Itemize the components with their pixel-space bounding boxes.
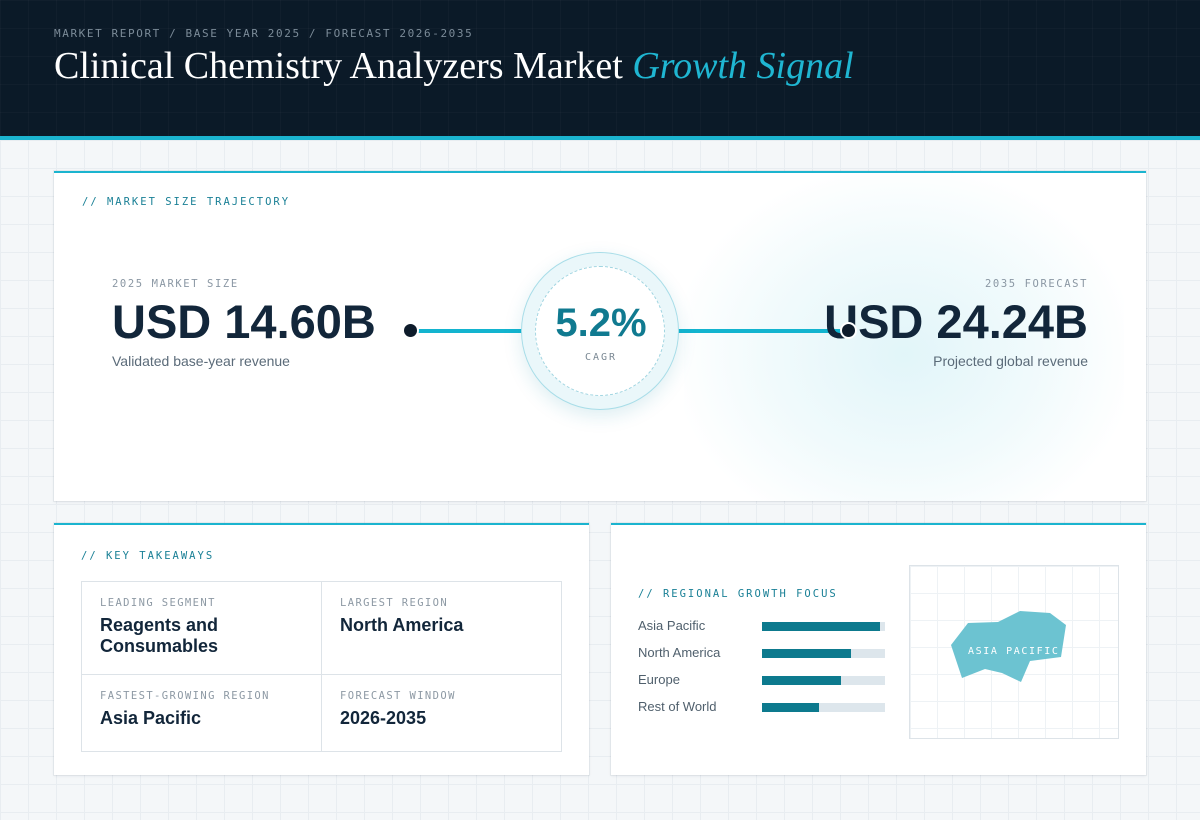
region-bar-track bbox=[762, 703, 885, 712]
base-point bbox=[402, 322, 419, 339]
section-label: // MARKET SIZE TRAJECTORY bbox=[82, 196, 291, 208]
takeaway-value: Reagents and Consumables bbox=[100, 615, 219, 656]
takeaway-value: North America bbox=[340, 615, 464, 635]
cagr-badge: 5.2% CAGR bbox=[521, 252, 679, 410]
region-bar-row: North America bbox=[638, 645, 888, 663]
takeaway-largest-region: LARGEST REGION North America bbox=[322, 582, 561, 674]
region-name: North America bbox=[638, 645, 721, 660]
region-name: Europe bbox=[638, 672, 680, 687]
base-year-value: USD 14.60B bbox=[112, 295, 376, 348]
section-label: // REGIONAL GROWTH FOCUS bbox=[638, 588, 838, 600]
market-size-trajectory-card: // MARKET SIZE TRAJECTORY 2025 MARKET SI… bbox=[54, 171, 1146, 501]
grid-divider-vertical bbox=[321, 582, 322, 751]
base-year-note: Validated base-year revenue bbox=[112, 353, 290, 369]
region-bar-fill bbox=[762, 622, 881, 631]
takeaway-label: LARGEST REGION bbox=[340, 597, 449, 609]
region-map: ASIA PACIFIC bbox=[909, 565, 1119, 739]
region-bar-fill bbox=[762, 676, 841, 685]
page-title-main: Clinical Chemistry Analyzers Market bbox=[54, 45, 623, 87]
forecast-point bbox=[840, 322, 857, 339]
cagr-value: 5.2% bbox=[555, 301, 647, 345]
takeaway-fastest-growing-region: FASTEST-GROWING REGION Asia Pacific bbox=[82, 675, 321, 751]
region-bar-fill bbox=[762, 649, 851, 658]
takeaway-value: 2026-2035 bbox=[340, 708, 427, 728]
region-shape bbox=[951, 611, 1066, 682]
takeaway-label: FASTEST-GROWING REGION bbox=[100, 690, 270, 702]
section-label: // KEY TAKEAWAYS bbox=[81, 550, 215, 562]
forecast-value: USD 24.24B bbox=[824, 295, 1088, 348]
base-year-label: 2025 MARKET SIZE bbox=[112, 278, 239, 290]
cagr-badge-inner: 5.2% CAGR bbox=[535, 266, 665, 396]
grid-divider-horizontal bbox=[82, 674, 561, 675]
region-bar-row: Rest of World bbox=[638, 699, 888, 717]
takeaway-value: Asia Pacific bbox=[100, 708, 202, 728]
forecast-note: Projected global revenue bbox=[933, 353, 1088, 369]
region-bar-track bbox=[762, 676, 885, 685]
region-bar-row: Europe bbox=[638, 672, 888, 690]
page-title-accent: Growth Signal bbox=[632, 45, 854, 87]
asia-pacific-map-shape bbox=[951, 611, 1066, 682]
region-name: Rest of World bbox=[638, 699, 717, 714]
region-bar-track bbox=[762, 622, 885, 631]
takeaways-grid: LEADING SEGMENT Reagents and Consumables… bbox=[81, 581, 562, 752]
region-name: Asia Pacific bbox=[638, 618, 706, 633]
page-title: Clinical Chemistry Analyzers Market Grow… bbox=[54, 44, 854, 88]
regional-growth-focus-card: // REGIONAL GROWTH FOCUS Asia Pacific No… bbox=[611, 523, 1146, 775]
breadcrumb: MARKET REPORT / BASE YEAR 2025 / FORECAS… bbox=[54, 27, 474, 40]
takeaway-label: FORECAST WINDOW bbox=[340, 690, 456, 702]
takeaway-leading-segment: LEADING SEGMENT Reagents and Consumables bbox=[82, 582, 321, 674]
forecast-label: 2035 FORECAST bbox=[985, 278, 1088, 290]
map-label: ASIA PACIFIC bbox=[968, 646, 1060, 657]
forecast-glow bbox=[684, 173, 1124, 501]
region-bar-track bbox=[762, 649, 885, 658]
takeaway-label: LEADING SEGMENT bbox=[100, 597, 216, 609]
cagr-label: CAGR bbox=[584, 352, 618, 363]
takeaway-forecast-window: FORECAST WINDOW 2026-2035 bbox=[322, 675, 561, 751]
region-bar-fill bbox=[762, 703, 819, 712]
key-takeaways-card: // KEY TAKEAWAYS LEADING SEGMENT Reagent… bbox=[54, 523, 589, 775]
region-bar-row: Asia Pacific bbox=[638, 618, 888, 636]
page-header: MARKET REPORT / BASE YEAR 2025 / FORECAS… bbox=[0, 0, 1200, 140]
